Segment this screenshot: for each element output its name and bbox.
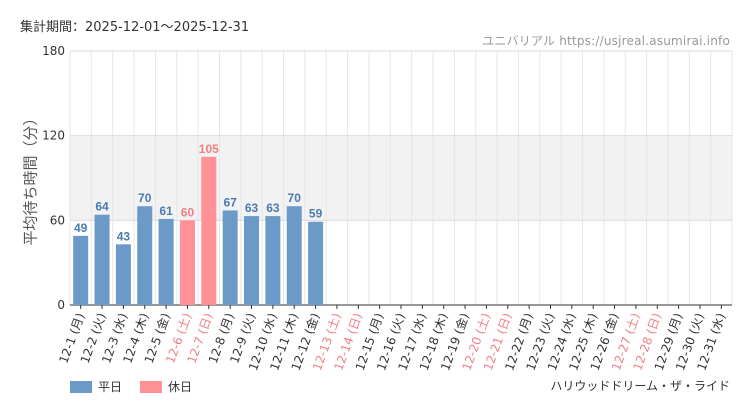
bar [286,206,302,305]
period-label: 集計期間：2025-12-01～2025-12-31 [20,20,250,35]
legend: 平日 休日 [70,378,192,395]
legend-item-weekday[interactable]: 平日 [70,378,122,395]
bar [265,216,281,305]
bar-value-label: 59 [309,207,323,221]
site-label: ユニバリアル https://usjreal.asumirai.info [482,34,730,48]
legend-label-holiday: 休日 [168,380,193,394]
y-tick-label: 120 [42,129,65,143]
legend-swatch-weekday [70,380,92,393]
bar-value-label: 105 [199,142,219,156]
legend-item-holiday[interactable]: 休日 [140,378,192,395]
bar [73,235,89,305]
bar-value-label: 70 [288,191,302,205]
bar [158,218,174,305]
bar [94,214,110,305]
bar-value-label: 63 [245,201,259,215]
ride-name: ハリウッドドリーム・ザ・ライド [550,379,730,393]
bar [179,220,195,305]
bar-value-label: 60 [181,205,195,219]
bar [222,210,238,305]
bar-value-label: 43 [117,229,131,243]
y-tick-label: 60 [50,213,65,227]
bar [201,156,217,305]
y-tick-label: 0 [57,298,65,312]
bar-value-label: 61 [159,204,173,218]
bar-value-label: 67 [223,195,237,209]
bar-value-label: 49 [74,221,88,235]
shaded-band [70,135,732,221]
bar [244,216,260,305]
legend-label-weekday: 平日 [98,380,123,394]
bar-value-label: 70 [138,191,152,205]
bar-value-label: 64 [95,200,109,214]
bar-value-label: 63 [266,201,280,215]
bar [137,206,153,305]
bar [308,221,324,305]
y-tick-label: 180 [42,44,65,58]
legend-swatch-holiday [140,380,163,393]
bar [115,244,131,305]
